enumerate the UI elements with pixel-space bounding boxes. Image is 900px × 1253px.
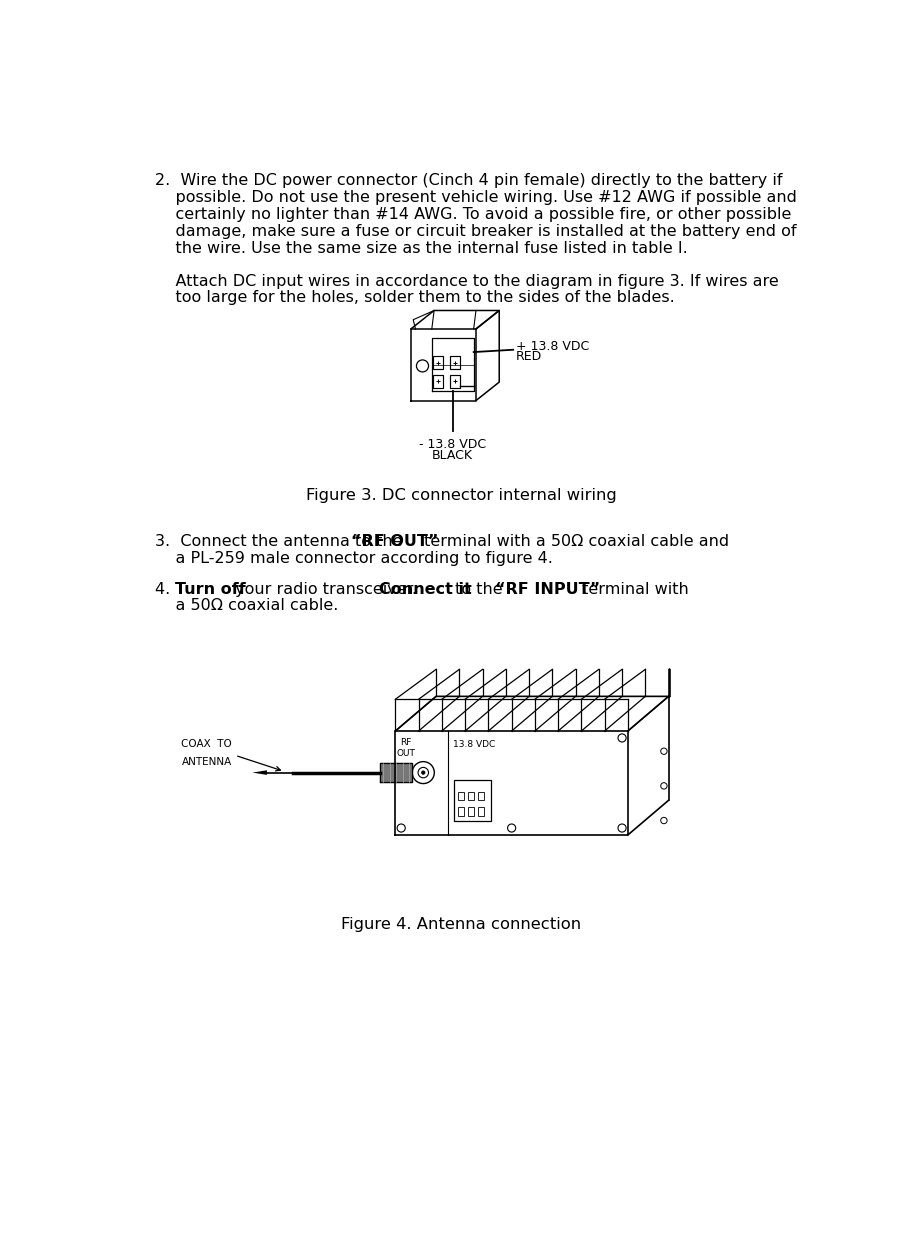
Text: a 50Ω coaxial cable.: a 50Ω coaxial cable. xyxy=(155,599,338,614)
Text: possible. Do not use the present vehicle wiring. Use #12 AWG if possible and: possible. Do not use the present vehicle… xyxy=(155,190,797,205)
Text: + 13.8 VDC: + 13.8 VDC xyxy=(516,340,589,352)
Bar xyxy=(450,356,460,370)
Polygon shape xyxy=(252,771,267,774)
Text: Turn off: Turn off xyxy=(175,581,246,596)
Text: damage, make sure a fuse or circuit breaker is installed at the battery end of: damage, make sure a fuse or circuit brea… xyxy=(155,224,796,239)
Text: “RF INPUT”: “RF INPUT” xyxy=(495,581,600,596)
Text: Connect it: Connect it xyxy=(379,581,472,596)
Bar xyxy=(458,807,464,816)
Bar xyxy=(478,792,483,801)
Text: certainly no lighter than #14 AWG. To avoid a possible fire, or other possible: certainly no lighter than #14 AWG. To av… xyxy=(155,207,791,222)
Text: Attach DC input wires in accordance to the diagram in figure 3. If wires are: Attach DC input wires in accordance to t… xyxy=(155,273,778,288)
Text: COAX  TO: COAX TO xyxy=(181,739,232,749)
Text: Figure 3. DC connector internal wiring: Figure 3. DC connector internal wiring xyxy=(306,489,616,504)
Bar xyxy=(433,375,443,387)
Text: 3.  Connect the antenna to the: 3. Connect the antenna to the xyxy=(155,534,408,549)
Text: a PL-259 male connector according to figure 4.: a PL-259 male connector according to fig… xyxy=(155,551,553,566)
Circle shape xyxy=(421,771,425,774)
Text: terminal with: terminal with xyxy=(577,581,688,596)
Text: Figure 4. Antenna connection: Figure 4. Antenna connection xyxy=(341,917,581,932)
Text: 2.  Wire the DC power connector (Cinch 4 pin female) directly to the battery if: 2. Wire the DC power connector (Cinch 4 … xyxy=(155,173,783,188)
Text: too large for the holes, solder them to the sides of the blades.: too large for the holes, solder them to … xyxy=(155,291,675,306)
Polygon shape xyxy=(381,763,412,782)
Text: RED: RED xyxy=(516,350,542,363)
Text: OUT: OUT xyxy=(396,749,415,758)
Bar xyxy=(458,792,464,801)
Bar xyxy=(454,781,491,821)
Bar xyxy=(468,792,473,801)
Text: - 13.8 VDC: - 13.8 VDC xyxy=(419,439,486,451)
Text: “RF OUT”: “RF OUT” xyxy=(351,534,438,549)
Text: 4.: 4. xyxy=(155,581,181,596)
Bar xyxy=(478,807,483,816)
Bar xyxy=(433,356,443,370)
Bar xyxy=(468,807,473,816)
Text: RF: RF xyxy=(400,738,411,747)
Bar xyxy=(450,375,460,387)
Text: to the: to the xyxy=(451,581,508,596)
Text: BLACK: BLACK xyxy=(432,449,473,462)
Text: ANTENNA: ANTENNA xyxy=(182,757,232,767)
Text: terminal with a 50Ω coaxial cable and: terminal with a 50Ω coaxial cable and xyxy=(418,534,729,549)
Text: 13.8 VDC: 13.8 VDC xyxy=(453,739,495,749)
Text: your radio transceiver.: your radio transceiver. xyxy=(230,581,422,596)
Text: the wire. Use the same size as the internal fuse listed in table I.: the wire. Use the same size as the inter… xyxy=(155,241,688,256)
